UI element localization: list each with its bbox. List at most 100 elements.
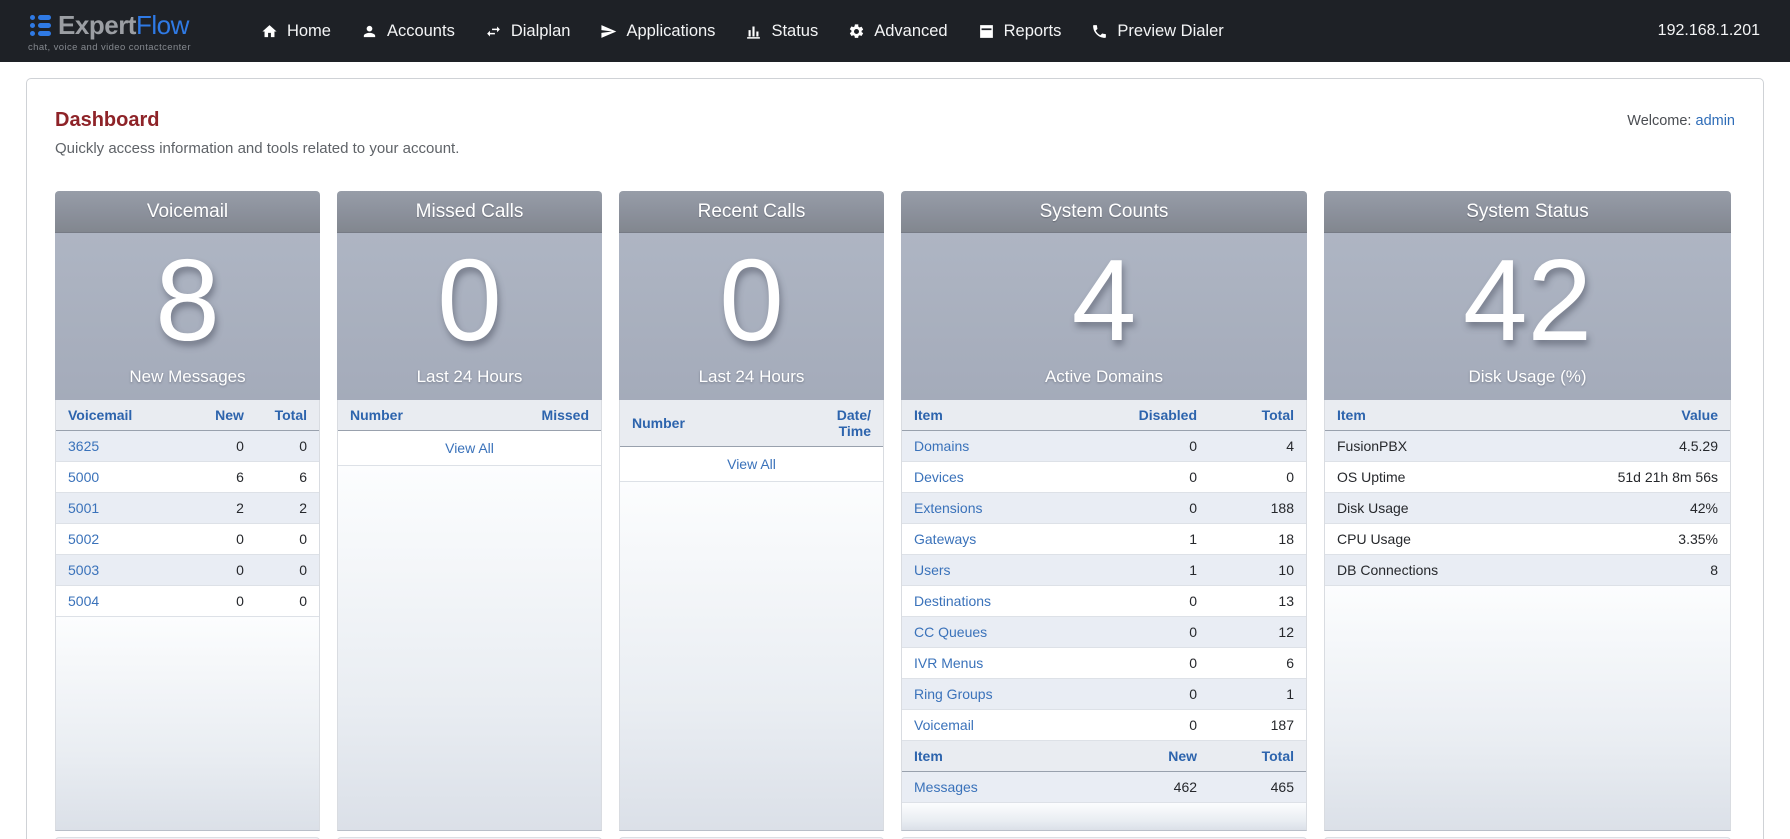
panel-table: Item Disabled Total Domains 0 4 Devices 0 0 Exten… [902,400,1306,803]
table-row: Gateways 1 18 [902,523,1306,555]
nav-item-home[interactable]: Home [261,22,331,41]
row-item-link[interactable]: Ring Groups [914,686,993,702]
row-item-link[interactable]: Gateways [914,531,977,547]
page-title: Dashboard [55,109,160,131]
table-row: CPU Usage 3.35% [1325,523,1730,555]
column-header: Missed [495,400,601,431]
row-value: 0 [1104,492,1210,524]
panel-system-counts: System Counts 4 Active Domains Item Disabled… [901,191,1307,831]
nav-item-accounts[interactable]: Accounts [361,22,455,41]
nav-item-dialplan[interactable]: Dialplan [485,22,570,41]
row-value: 1 [1104,523,1210,555]
row-item-link[interactable]: Destinations [914,593,992,609]
metric-label: Active Domains [1044,367,1164,386]
row-value: 465 [1209,771,1306,803]
nav-item-applications[interactable]: Applications [600,22,715,41]
table-row: Ring Groups 0 1 [902,678,1306,710]
panel-metric: 42 Disk Usage (%) [1324,233,1731,400]
row-item-link[interactable]: Extensions [914,500,983,516]
row-item-link[interactable]: Devices [914,469,964,485]
row-item-link[interactable]: 3625 [68,438,100,454]
row-value: 6 [1209,647,1306,679]
panel-table-area: Number Missed View All [337,400,602,831]
dashboard-panels: Voicemail 8 New Messages Voicemail New Total 3… [55,191,1735,831]
table-row: DB Connections 8 [1325,554,1730,586]
panel-title: Voicemail [55,191,320,233]
row-value: 42% [1568,492,1730,524]
server-ip: 192.168.1.201 [1657,22,1760,39]
panel-metric: 0 Last 24 Hours [337,233,602,400]
top-navbar: ExpertFlow chat, voice and video contact… [0,0,1790,62]
table-row: 5003 0 0 [56,554,319,586]
row-value: 6 [187,461,256,493]
row-value: 6 [255,461,319,493]
row-value: 0 [1104,709,1210,741]
view-all-link[interactable]: View All [445,440,494,456]
panel-title: Missed Calls [337,191,602,233]
expertflow-logo[interactable]: ExpertFlow chat, voice and video contact… [28,10,191,53]
row-value: 0 [187,554,256,586]
row-value: 51d 21h 8m 56s [1568,461,1730,493]
nav-item-preview-dialer[interactable]: Preview Dialer [1091,21,1224,41]
row-item-link[interactable]: 5000 [68,469,100,485]
row-item-link[interactable]: Users [914,562,951,578]
row-value: 2 [187,492,256,524]
row-value: OS Uptime [1325,461,1568,493]
row-item-link[interactable]: 5002 [68,531,100,547]
logo-text-expert: Expert [58,9,136,40]
table-row: Users 1 10 [902,554,1306,586]
row-item-link[interactable]: IVR Menus [914,655,984,671]
content-card: Dashboard Quickly access information and… [26,78,1764,839]
main-menu: Home Accounts Dialplan Applications Status Ad… [261,22,1224,41]
row-value: 188 [1209,492,1306,524]
row-value: 0 [1104,678,1210,710]
nav-item-advanced[interactable]: Advanced [848,22,948,41]
nav-item-label: Preview Dialer [1117,21,1224,40]
row-item-link[interactable]: Messages [914,779,978,795]
column-header: New [187,400,256,431]
row-item-link[interactable]: 5003 [68,562,100,578]
column-header: Item [902,400,1104,431]
row-value: Disk Usage [1325,492,1568,524]
row-value: 0 [187,430,256,462]
row-item-link[interactable]: 5004 [68,593,100,609]
column-header: Total [255,400,319,431]
panel-title: System Status [1324,191,1731,233]
row-value: 0 [1104,647,1210,679]
row-value: 1 [1104,554,1210,586]
table-row: 5002 0 0 [56,523,319,555]
row-item-link[interactable]: 5001 [68,500,100,516]
reports-icon [978,23,995,40]
nav-item-reports[interactable]: Reports [978,22,1061,41]
expertflow-logo-icon [30,14,52,36]
row-value: 0 [1104,616,1210,648]
table-row: Devices 0 0 [902,461,1306,493]
panel-table-area: Number Date/ Time View All [619,400,884,831]
panel-title: System Counts [901,191,1307,233]
accounts-icon [361,23,378,40]
row-value: 12 [1209,616,1306,648]
nav-item-label: Accounts [386,21,455,40]
panel-empty-area [338,466,601,830]
panel-metric: 4 Active Domains [901,233,1307,400]
welcome-user-link[interactable]: admin [1695,113,1736,129]
dialplan-icon [485,23,502,40]
row-item-link[interactable]: CC Queues [914,624,988,640]
column-header: Total [1209,740,1306,772]
row-item-link[interactable]: Domains [914,438,970,454]
row-value: 0 [1104,430,1210,462]
row-item-link[interactable]: Voicemail [914,717,974,733]
row-value: 0 [1104,585,1210,617]
metric-value: 0 [719,235,784,365]
row-value: 4 [1209,430,1306,462]
view-all-link[interactable]: View All [727,456,776,472]
table-row: Domains 0 4 [902,430,1306,462]
row-value: 1 [1209,678,1306,710]
table-row: Disk Usage 42% [1325,492,1730,524]
nav-item-status[interactable]: Status [745,22,818,41]
panel-table: Voicemail New Total 3625 0 0 5000 6 6 5001 2 2 5002 0… [56,400,319,617]
panel-empty-area [620,482,883,830]
status-icon [745,23,762,40]
table-row: Destinations 0 13 [902,585,1306,617]
row-value: 10 [1209,554,1306,586]
